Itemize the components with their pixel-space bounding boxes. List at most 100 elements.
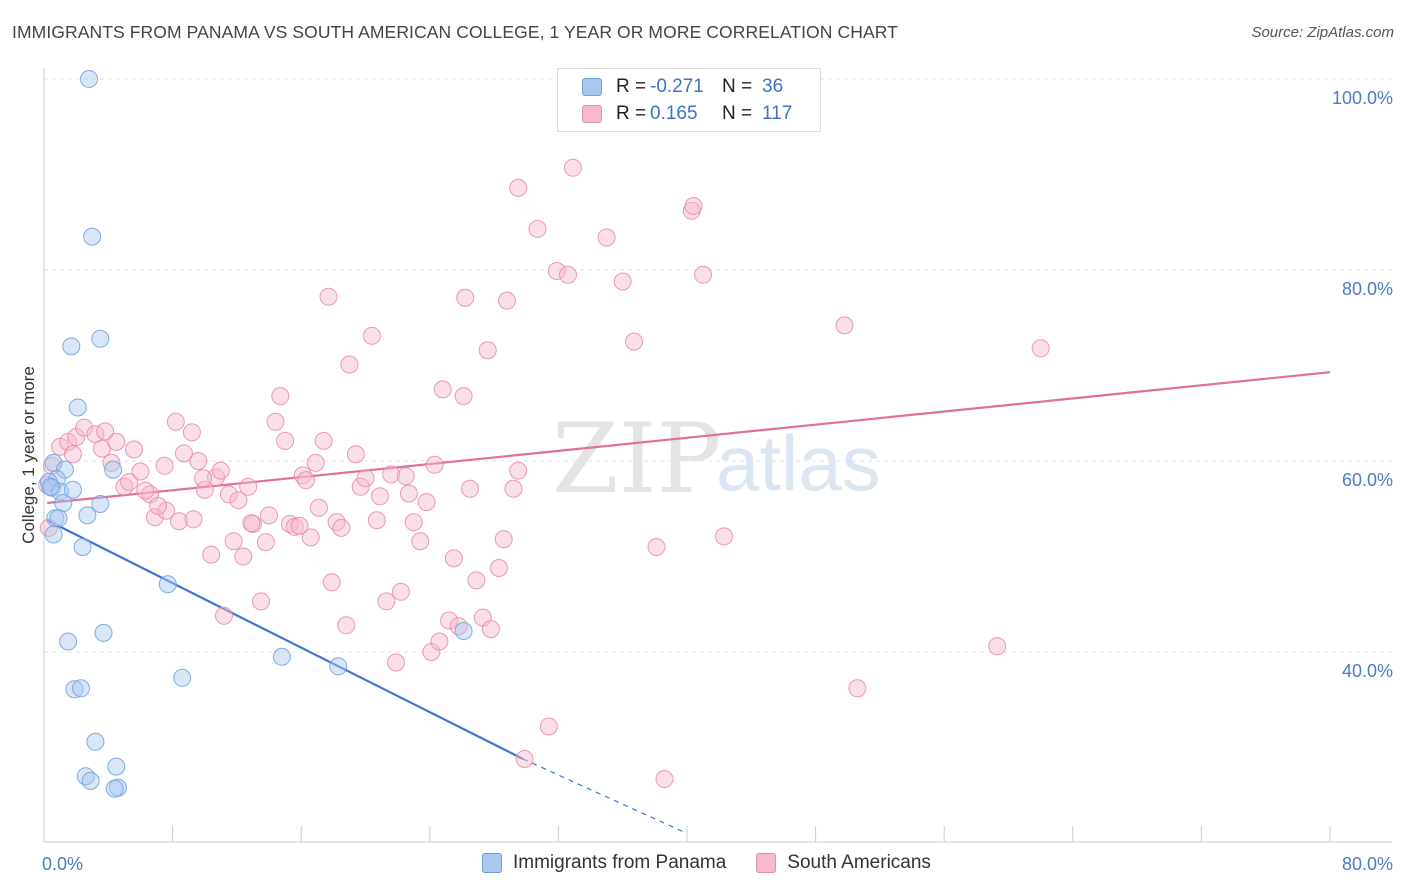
point-panama: [78, 506, 97, 525]
point-south-americans: [136, 481, 155, 500]
point-panama: [44, 525, 63, 544]
point-south-americans: [242, 514, 261, 533]
x-tick-label: 80.0%: [1342, 854, 1393, 874]
point-south-americans: [224, 532, 243, 551]
point-south-americans: [271, 387, 290, 406]
point-south-americans: [563, 158, 582, 177]
point-south-americans: [195, 480, 214, 499]
point-south-americans: [102, 453, 121, 472]
point-south-americans: [202, 545, 221, 564]
point-south-americans: [306, 453, 325, 472]
point-south-americans: [332, 518, 351, 537]
legend-swatch-south-americans: [582, 105, 602, 123]
point-south-americans: [382, 465, 401, 484]
point-panama: [73, 538, 92, 556]
point-south-americans: [256, 533, 275, 552]
point-south-americans: [835, 316, 854, 335]
point-south-americans: [234, 547, 253, 566]
point-south-americans: [194, 469, 213, 488]
point-south-americans: [528, 219, 547, 238]
chart-title: IMMIGRANTS FROM PANAMA VS SOUTH AMERICAN…: [12, 22, 898, 42]
point-south-americans: [155, 456, 174, 475]
y-tick-label: 40.0%: [1342, 661, 1393, 681]
legend-swatch-panama: [482, 853, 502, 873]
point-south-americans: [597, 228, 616, 247]
point-south-americans: [430, 632, 449, 651]
legend-label-panama: Immigrants from Panama: [513, 852, 727, 873]
point-south-americans: [456, 288, 475, 307]
point-south-americans: [715, 527, 733, 546]
point-south-americans: [131, 462, 150, 481]
point-south-americans: [391, 582, 410, 601]
point-south-americans: [125, 440, 143, 459]
r-value-panama: -0.271: [650, 76, 704, 97]
point-south-americans: [494, 530, 513, 549]
gridlines: [44, 78, 1392, 653]
stats-legend-row-panama: R = -0.271 N = 36: [582, 75, 783, 99]
n-value-panama: 36: [762, 76, 784, 97]
point-south-americans: [229, 491, 248, 510]
point-south-americans: [356, 469, 375, 488]
point-south-americans: [625, 332, 643, 351]
axes: [43, 68, 1392, 843]
point-south-americans: [539, 717, 558, 736]
point-south-americans: [655, 770, 674, 788]
y-tick-label: 100.0%: [1332, 88, 1393, 108]
point-south-americans: [301, 528, 320, 547]
source-label: Source: ZipAtlas.com: [1251, 24, 1394, 41]
point-south-americans: [189, 452, 208, 470]
watermark: ZIP atlas: [552, 403, 881, 515]
point-south-americans: [362, 326, 381, 345]
n-value-south-americans: 117: [762, 103, 793, 124]
series-legend: Immigrants from Panama South Americans: [482, 852, 961, 874]
point-panama: [65, 680, 84, 699]
point-south-americans: [170, 512, 188, 531]
point-south-americans: [404, 513, 423, 532]
point-south-americans: [988, 637, 1007, 656]
point-panama: [86, 732, 105, 751]
trendlines: [46, 371, 1331, 834]
point-south-americans: [647, 538, 666, 556]
point-south-americans: [239, 477, 258, 496]
point-south-americans: [694, 265, 713, 284]
point-south-americans: [293, 466, 312, 485]
point-panama: [158, 575, 177, 594]
point-south-americans: [145, 508, 164, 527]
point-south-americans: [215, 606, 233, 625]
r-value-south-americans: 0.165: [650, 103, 698, 124]
point-panama: [91, 495, 110, 513]
point-south-americans: [120, 473, 139, 491]
point-south-americans: [417, 493, 436, 512]
legend-item-panama[interactable]: Immigrants from Panama: [482, 852, 726, 874]
point-panama: [454, 622, 473, 640]
point-south-americans: [367, 511, 386, 530]
point-south-americans: [107, 432, 126, 451]
point-south-americans: [314, 431, 333, 450]
point-south-americans: [440, 611, 459, 630]
r-label: R =: [616, 103, 647, 124]
point-panama: [94, 623, 113, 642]
point-panama: [272, 647, 291, 666]
point-south-americans: [75, 418, 94, 437]
point-panama: [83, 227, 102, 246]
legend-item-south-americans[interactable]: South Americans: [756, 852, 931, 874]
point-south-americans: [340, 355, 359, 374]
point-south-americans: [433, 380, 452, 399]
point-south-americans: [63, 445, 82, 464]
point-south-americans: [444, 549, 463, 568]
n-label: N =: [722, 76, 753, 97]
trendline-south-americans: [47, 371, 1331, 505]
point-south-americans: [547, 262, 566, 280]
point-panama: [59, 632, 78, 651]
point-south-americans: [184, 510, 203, 529]
point-panama: [329, 657, 348, 676]
point-south-americans: [219, 485, 238, 504]
point-south-americans: [182, 423, 201, 442]
point-panama: [63, 480, 82, 499]
point-south-americans: [96, 422, 115, 441]
point-south-americans: [174, 444, 193, 463]
stats-legend: R = -0.271 N = 36 R = 0.165 N = 117: [557, 68, 821, 132]
trendline-panama: [46, 519, 524, 760]
point-south-americans: [613, 272, 632, 291]
